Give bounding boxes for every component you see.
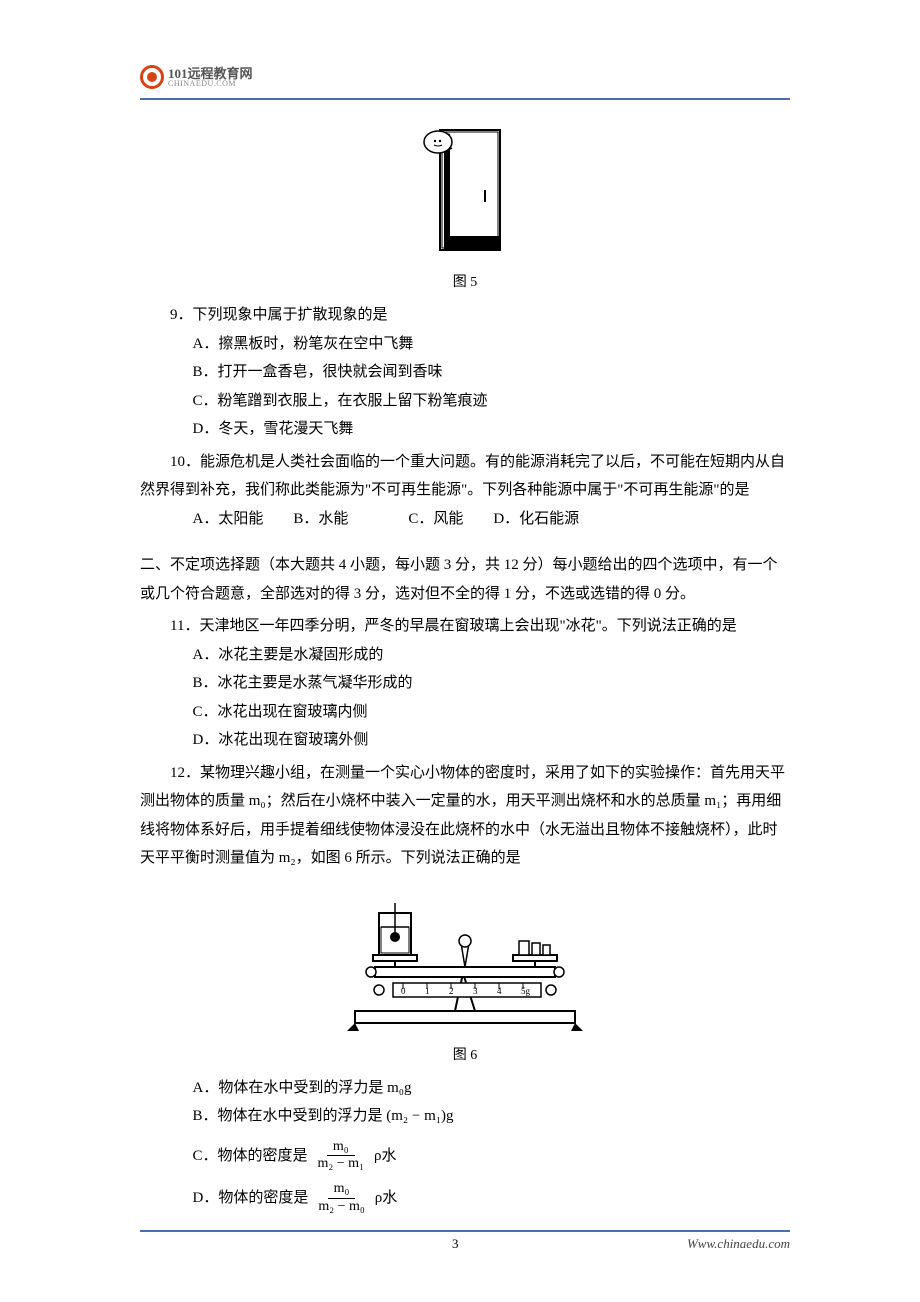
figure-5: 图 5 [140, 120, 790, 291]
q11-stem: 11．天津地区一年四季分明，严冬的早晨在窗玻璃上会出现"冰花"。下列说法正确的是 [140, 612, 790, 641]
figure-6: 0 1 2 3 4 5g 图 6 [140, 883, 790, 1064]
figure-6-caption: 图 6 [140, 1044, 790, 1064]
q12-c-suffix: ρ水 [374, 1147, 397, 1165]
q11-option-c: C．冰花出现在窗玻璃内侧 [140, 698, 790, 727]
q11-option-a: A．冰花主要是水凝固形成的 [140, 641, 790, 670]
question-11: 11．天津地区一年四季分明，严冬的早晨在窗玻璃上会出现"冰花"。下列说法正确的是… [140, 612, 790, 755]
logo-sub-text: CHINAEDU.COM [168, 80, 253, 88]
q12-d-den: m₂ − m₀ [312, 1199, 370, 1216]
q12-option-b: B．物体在水中受到的浮力是 (m₂ − m₁)g [140, 1102, 790, 1131]
q12-options-block: A．物体在水中受到的浮力是 m₀g B．物体在水中受到的浮力是 (m₂ − m₁… [140, 1074, 790, 1216]
balance-illustration: 0 1 2 3 4 5g [325, 883, 605, 1033]
header-divider [140, 98, 790, 100]
door-illustration [420, 120, 510, 260]
q12-c-prefix: C．物体的密度是 [193, 1147, 308, 1165]
q12-d-fraction: m₀ m₂ − m₀ [312, 1181, 370, 1216]
svg-text:5g: 5g [521, 986, 531, 996]
q11-option-d: D．冰花出现在窗玻璃外侧 [140, 726, 790, 755]
q12-option-c: C．物体的密度是 m₀ m₂ − m₁ ρ水 [140, 1139, 790, 1174]
site-logo: 101远程教育网 CHINAEDU.COM [140, 65, 253, 89]
q9-option-d: D．冬天，雪花漫天飞舞 [140, 415, 790, 444]
footer-divider [140, 1230, 790, 1232]
q12-d-prefix: D．物体的密度是 [193, 1189, 309, 1207]
figure-5-caption: 图 5 [140, 271, 790, 291]
q9-option-b: B．打开一盒香皂，很快就会闻到香味 [140, 358, 790, 387]
question-9: 9．下列现象中属于扩散现象的是 A．擦黑板时，粉笔灰在空中飞舞 B．打开一盒香皂… [140, 301, 790, 444]
q9-option-a: A．擦黑板时，粉笔灰在空中飞舞 [140, 330, 790, 359]
q12-d-num: m₀ [328, 1181, 356, 1199]
q12-c-num: m₀ [327, 1139, 355, 1157]
q11-option-b: B．冰花主要是水蒸气凝华形成的 [140, 669, 790, 698]
logo-main-text: 101远程教育网 [168, 67, 253, 80]
q12-option-a: A．物体在水中受到的浮力是 m₀g [140, 1074, 790, 1103]
q12-stem: 12．某物理兴趣小组，在测量一个实心小物体的密度时，采用了如下的实验操作：首先用… [140, 759, 790, 873]
question-10: 10．能源危机是人类社会面临的一个重大问题。有的能源消耗完了以后，不可能在短期内… [140, 448, 790, 534]
q12-c-fraction: m₀ m₂ − m₁ [312, 1139, 370, 1174]
q9-stem: 9．下列现象中属于扩散现象的是 [140, 301, 790, 330]
page-number: 3 [452, 1236, 459, 1252]
q10-options: A．太阳能 B．水能 C．风能 D．化石能源 [140, 505, 790, 534]
page-footer: 3 Www.chinaedu.com [140, 1230, 790, 1252]
question-12: 12．某物理兴趣小组，在测量一个实心小物体的密度时，采用了如下的实验操作：首先用… [140, 759, 790, 873]
q10-stem: 10．能源危机是人类社会面临的一个重大问题。有的能源消耗完了以后，不可能在短期内… [140, 448, 790, 505]
footer-url: Www.chinaedu.com [687, 1236, 790, 1252]
section-2-header: 二、不定项选择题（本大题共 4 小题，每小题 3 分，共 12 分）每小题给出的… [140, 551, 790, 608]
q12-c-den: m₂ − m₁ [312, 1156, 370, 1173]
q12-d-suffix: ρ水 [375, 1189, 398, 1207]
logo-icon [140, 65, 164, 89]
q9-option-c: C．粉笔蹭到衣服上，在衣服上留下粉笔痕迹 [140, 387, 790, 416]
q12-option-d: D．物体的密度是 m₀ m₂ − m₀ ρ水 [140, 1181, 790, 1216]
